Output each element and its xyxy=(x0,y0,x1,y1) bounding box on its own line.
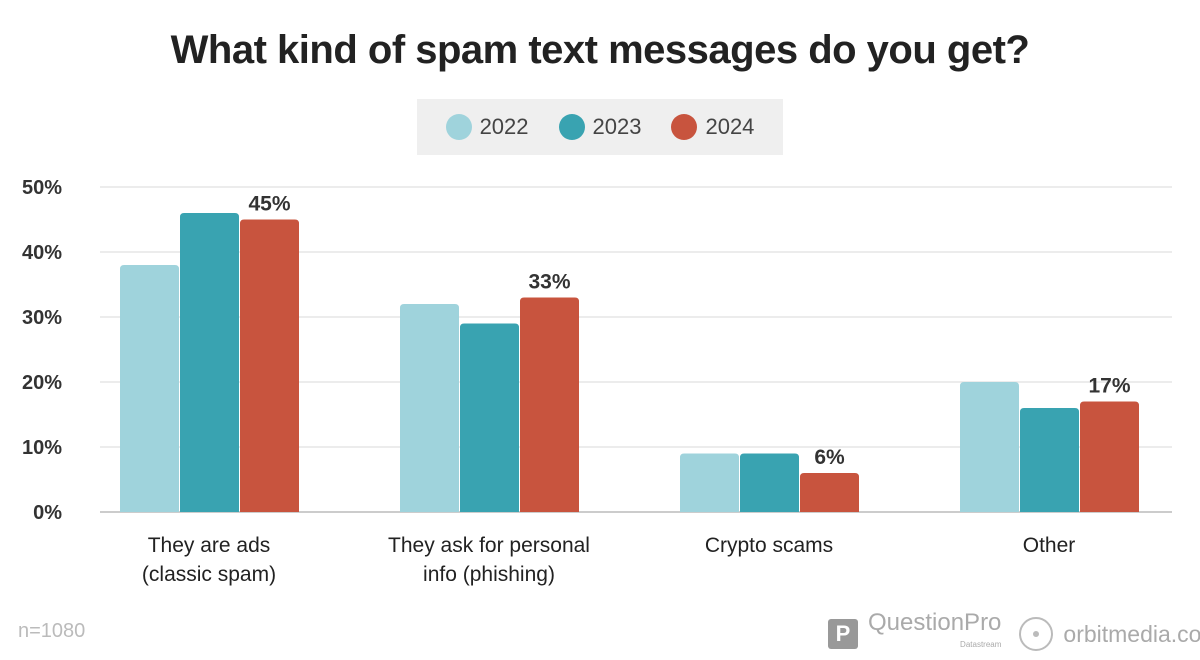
bar-2023 xyxy=(460,323,519,512)
bar-2024 xyxy=(800,473,859,512)
legend-swatch xyxy=(671,114,698,140)
legend-label: 2022 xyxy=(479,114,529,139)
x-category-label: (classic spam) xyxy=(142,563,276,586)
legend-label: 2023 xyxy=(592,114,642,139)
y-tick-label: 40% xyxy=(22,242,62,264)
legend: 2022 2023 2024 xyxy=(417,99,783,155)
orbit-logo-icon xyxy=(1019,617,1054,651)
chart-title: What kind of spam text messages do you g… xyxy=(170,28,1030,72)
bar-2023 xyxy=(740,453,799,512)
x-category-label: They are ads xyxy=(148,534,271,557)
data-label: 45% xyxy=(248,193,290,216)
y-tick-label: 30% xyxy=(22,307,62,329)
bar-2022 xyxy=(680,453,739,512)
bar-2022 xyxy=(960,382,1019,512)
data-label: 33% xyxy=(528,271,570,294)
y-tick-label: 0% xyxy=(33,502,62,524)
y-tick-label: 20% xyxy=(22,372,62,394)
x-category-label: Crypto scams xyxy=(705,534,833,557)
bar-2024 xyxy=(1080,401,1139,512)
bar-2024 xyxy=(520,297,579,512)
legend-swatch xyxy=(445,114,472,140)
data-label: 17% xyxy=(1088,375,1130,398)
legend-item-2023: 2023 xyxy=(558,114,642,140)
bar-2024 xyxy=(240,219,299,512)
questionpro-logo-icon: P xyxy=(828,619,858,649)
legend-swatch xyxy=(558,114,585,140)
y-tick-label: 50% xyxy=(22,177,62,199)
x-category-label: info (phishing) xyxy=(423,563,555,586)
x-category-label: They ask for personal xyxy=(388,534,590,557)
bar-2023 xyxy=(1020,408,1079,512)
data-label: 6% xyxy=(814,446,845,469)
orbitmedia-logo: orbitmedia.com xyxy=(1063,620,1200,647)
y-tick-label: 10% xyxy=(22,437,62,459)
bar-2023 xyxy=(180,213,239,512)
legend-item-2024: 2024 xyxy=(671,114,754,140)
x-category-label: Other xyxy=(1023,534,1076,557)
legend-item-2022: 2022 xyxy=(445,114,529,140)
questionpro-logo: QuestionPro Datastream xyxy=(868,609,1002,650)
bar-2022 xyxy=(120,265,179,512)
bar-2022 xyxy=(400,304,459,512)
legend-label: 2024 xyxy=(705,114,755,139)
sample-size-note: n=1080 xyxy=(18,620,86,642)
